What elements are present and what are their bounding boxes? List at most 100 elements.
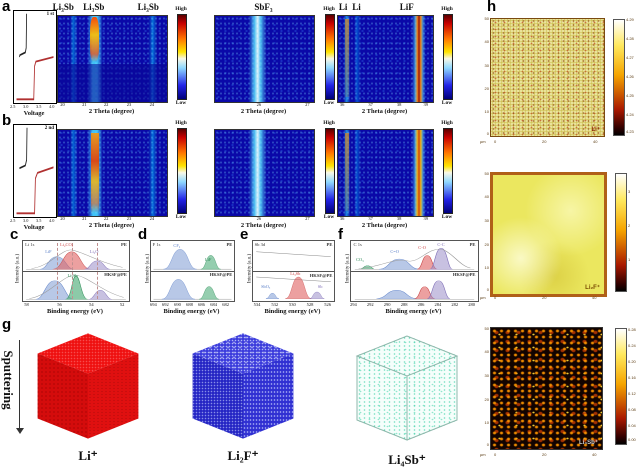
colorbar-tick: 0.20	[628, 359, 636, 364]
xps-curves	[354, 248, 475, 300]
map-species-label: Li₂F⁺	[585, 285, 600, 291]
tick-label: 22	[103, 216, 109, 221]
x-axis-label: Binding energy (eV)	[264, 308, 321, 315]
peak-label: LiF	[45, 248, 52, 254]
x-axis-label: Binding energy (eV)	[47, 308, 103, 315]
colorbar-gradient	[615, 328, 627, 445]
tick-label: 20	[60, 216, 65, 221]
tick-label: 39	[423, 216, 428, 221]
panel-letter-a: a	[2, 0, 11, 15]
peak-label: C-O	[418, 245, 426, 251]
tick-label: 280	[468, 302, 476, 307]
colorbar-tick: 0.08	[628, 407, 636, 412]
peak-label: C=O	[390, 249, 399, 255]
xrd-panel-a2: SbF₃ 26 27 2 Theta (degree)	[214, 2, 315, 116]
sims-map3-block: 50 40 30 20 10 0 Li₄Sb⁺ µm 0 20 40 0.28 …	[480, 318, 640, 470]
xrd-panel-a3: Li Li LiF 36 37 38 39 2 Theta (degree)	[337, 2, 434, 116]
colorbar-gradient	[443, 128, 453, 214]
tick-label: 24	[149, 102, 155, 107]
tick-label: 286	[417, 302, 425, 307]
cube-li	[28, 330, 148, 442]
cube-li2f	[183, 330, 303, 442]
colorbar-high-label: High	[441, 6, 453, 12]
peak-label: Li₃Sb	[67, 272, 78, 278]
region-label: Sb 3d	[254, 242, 266, 248]
sims-map-li4sb: Li₄Sb⁺	[490, 327, 603, 450]
tick-label: 682	[222, 302, 229, 307]
tick-label: 10	[484, 265, 489, 270]
peak-label: LiF	[204, 256, 212, 262]
tick-label: 282	[451, 302, 459, 307]
tick-label: 3.5	[36, 104, 42, 109]
tick-label: 530	[288, 302, 296, 307]
tick-label: 54	[89, 302, 94, 307]
xrd-heatmap	[57, 129, 168, 217]
cube-wireframe	[355, 335, 459, 441]
tick-label: 20	[484, 242, 489, 247]
tick-label: 52	[119, 302, 125, 307]
heat-band-hot	[414, 16, 423, 102]
colorbar-low-label: Low	[323, 214, 335, 220]
tick-label: 0	[486, 287, 489, 292]
peak-label: CF₂	[173, 243, 181, 249]
tick-label: 684	[210, 302, 217, 307]
xps-axes: Li 1s PE HKSF@PE LiF Li₂CO₃ Li₂O Li₃Sb	[22, 240, 130, 302]
guide-line	[97, 243, 99, 299]
tick-label: 50	[484, 16, 489, 21]
tick-label: 692	[162, 302, 169, 307]
colorbar-tick: 4.27	[626, 55, 634, 60]
cube-label-li4sb: Li₄Sb⁺	[388, 452, 426, 467]
tick-label: 21	[82, 102, 87, 107]
tick-label: 20	[484, 86, 489, 91]
cube-li4sb	[347, 332, 467, 444]
xps-curves	[153, 249, 232, 300]
tick-label: 532	[271, 302, 279, 307]
sample-label: HKSF@PE	[209, 272, 233, 278]
tick-label: 40	[593, 139, 598, 144]
heat-band-hot	[90, 132, 99, 214]
region-label: C 1s	[353, 242, 362, 248]
tick-label: 50	[484, 171, 489, 176]
colorbar-a3: High Low	[434, 6, 460, 114]
colorbar-tick: 4.25	[626, 93, 634, 98]
xrd-heatmap	[214, 15, 315, 103]
phase-label: Li₃Sb	[137, 2, 159, 12]
voltage-axes: 1 st	[13, 10, 57, 104]
colorbar-tick: 1	[628, 257, 631, 262]
colorbar-tick: 4.24	[626, 112, 634, 117]
colorbar-high-label: High	[323, 6, 335, 12]
subpanel-divider	[351, 271, 478, 272]
peak-label: Li₃Sb	[290, 271, 301, 276]
cube-label-li: Li⁺	[78, 448, 98, 463]
heat-band-hot	[414, 130, 423, 216]
panel-letter-f: f	[338, 226, 343, 243]
cycle-label: 2 nd	[44, 126, 54, 131]
tick-label: 37	[368, 216, 373, 221]
tick-label: 3.0	[23, 218, 29, 223]
phase-label: LiF	[399, 2, 414, 12]
voltage-curves	[16, 13, 54, 101]
colorbar-low-label: Low	[175, 214, 187, 220]
xps-axes: F 1s PE HKSF@PE CF₂ LiF	[150, 240, 235, 302]
colorbar-a1: High Low	[168, 6, 194, 114]
tick-label: 688	[186, 302, 193, 307]
panel-letter-b: b	[2, 112, 12, 129]
sputtering-label: Sputtering	[1, 350, 16, 410]
voltage-plot-a: Times (s) 1 st 2.5 3.0 3.5 4.0 Voltage	[10, 8, 57, 117]
y-axis-label: Intensity (a.u.)	[15, 253, 21, 284]
tick-label: 39	[423, 102, 428, 107]
sputtering-arrowhead	[16, 428, 24, 434]
phase-label: Li₃Sb	[52, 2, 74, 12]
colorbar-low-label: Low	[323, 100, 335, 106]
cycle-label: 1 st	[46, 12, 54, 17]
xrd-heatmap	[214, 129, 315, 217]
voltage-curves	[16, 127, 54, 215]
tick-label: 23	[126, 102, 132, 107]
colorbar-tick: 0.04	[628, 423, 636, 428]
tick-label: 26	[256, 102, 262, 107]
x-axis-label: Voltage	[23, 110, 45, 117]
xrd-heatmap	[57, 15, 168, 103]
tick-label: 690	[174, 302, 181, 307]
peak-label: SbOₓ	[261, 284, 271, 290]
tick-label: 528	[306, 302, 314, 307]
